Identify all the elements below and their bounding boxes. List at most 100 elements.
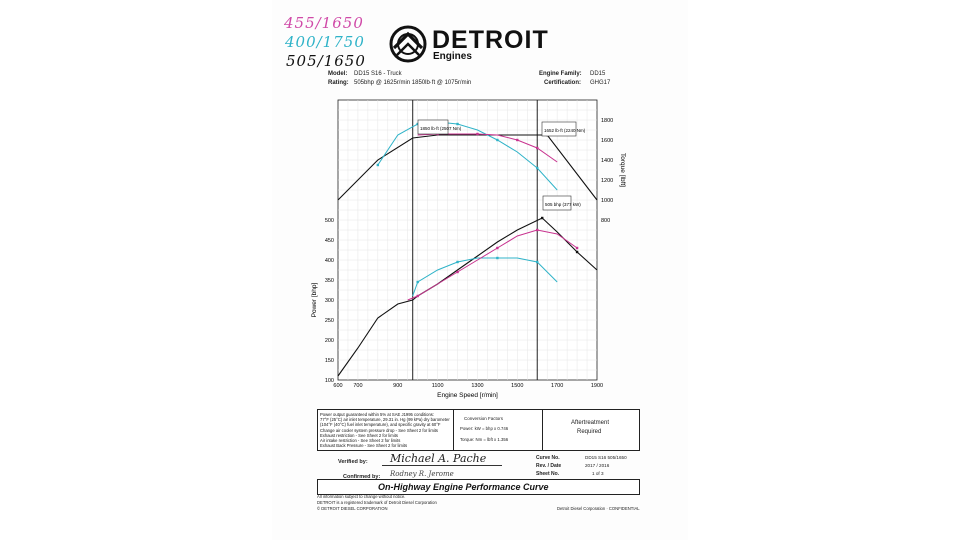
certification-value: GHG17 bbox=[590, 80, 611, 86]
chart-guides bbox=[412, 100, 538, 380]
power-marker bbox=[541, 216, 544, 220]
footer-line-3: © DETROIT DIESEL CORPORATION bbox=[317, 506, 388, 511]
power-marker bbox=[456, 260, 459, 264]
power-line bbox=[407, 229, 578, 301]
detroit-logo-icon bbox=[389, 25, 427, 63]
power-marker bbox=[496, 256, 499, 260]
power-marker bbox=[536, 228, 539, 232]
footer-title-box: On-Highway Engine Performance Curve bbox=[317, 479, 640, 495]
power-tick-label: 450 bbox=[325, 238, 334, 244]
verified-signature: Michael A. Pache bbox=[390, 452, 487, 465]
engine-family-label: Engine Family: bbox=[539, 71, 582, 77]
torque-marker bbox=[376, 163, 380, 167]
verified-label: Verified by: bbox=[338, 459, 368, 465]
performance-chart: 600 700 900 1100 1300 1500 1700 1900 100 150 200 25… bbox=[311, 99, 626, 399]
power-line bbox=[337, 217, 598, 377]
power-marker bbox=[575, 250, 579, 254]
verified-signature-line bbox=[382, 465, 502, 466]
power-tick-label: 350 bbox=[325, 278, 334, 284]
curve-number-value: DD15 S16 505/1650 bbox=[585, 455, 627, 460]
power-tick-label: 250 bbox=[325, 318, 334, 324]
torque-line bbox=[377, 121, 558, 191]
note-line: Air intake restriction - See Sheet 2 for… bbox=[320, 438, 401, 444]
model-value: DD15 S16 - Truck bbox=[354, 71, 402, 77]
logo-wordmark: DETROIT bbox=[432, 26, 549, 54]
logo-subtitle: Engines bbox=[433, 51, 472, 62]
power-marker bbox=[496, 246, 499, 250]
annotation-peak-power: 505 bhp (377 kW) bbox=[545, 202, 581, 207]
note-line: Change air cooler system pressure drop -… bbox=[320, 427, 439, 433]
torque-marker bbox=[536, 166, 539, 170]
power-tick-label: 100 bbox=[325, 378, 334, 384]
annotation-peak-torque: 1850 lb·ft (2507 Nm) bbox=[420, 126, 462, 131]
footer-line-2: DETROIT is a registered trademark of Det… bbox=[317, 500, 437, 505]
power-tick-label: 200 bbox=[325, 338, 334, 344]
torque-tick-label: 1200 bbox=[601, 178, 613, 184]
curve-number-label: Curve No. bbox=[536, 455, 560, 461]
annotation-peak-torque-box bbox=[417, 119, 449, 135]
confirmed-label: Confirmed by: bbox=[343, 474, 381, 480]
power-marker bbox=[416, 280, 419, 284]
conversion-title: Conversion Factors bbox=[464, 416, 504, 421]
rating-label: Rating: bbox=[328, 80, 349, 86]
certification-label: Certification: bbox=[544, 80, 582, 86]
power-axis-label: Power [bhp] bbox=[311, 282, 318, 317]
torque-marker bbox=[456, 122, 459, 126]
x-tick-label: 1100 bbox=[432, 383, 444, 389]
conversion-power: Power: kW = bhp x 0.746 bbox=[460, 426, 509, 431]
engine-family-value: DD15 bbox=[590, 71, 606, 77]
aftertreatment-value: Required bbox=[577, 429, 602, 435]
note-line: 77°F (25°C) air inlet temperature, 29.31… bbox=[320, 417, 450, 423]
chart-axes: 600 700 900 1100 1300 1500 1700 1900 100 150 200 25… bbox=[325, 118, 613, 389]
power-tick-label: 400 bbox=[325, 258, 334, 264]
power-marker bbox=[575, 246, 579, 250]
sheet-number-value: 1 of 3 bbox=[592, 471, 604, 476]
torque-tick-label: 1600 bbox=[601, 138, 613, 144]
performance-curve-sheet: 455/1650 400/1750 505/1650 DETROIT Engin… bbox=[272, 0, 688, 540]
conversion-torque: Torque: Nm = lbft x 1.356 bbox=[460, 437, 509, 442]
notes-list: Power output guaranteed within 5% at SAE… bbox=[320, 412, 450, 448]
rev-date-label: Rev. / Date bbox=[536, 463, 562, 469]
handwritten-rating-1: 455/1650 bbox=[284, 14, 364, 32]
handwritten-rating-3: 505/1650 bbox=[286, 52, 366, 70]
torque-marker bbox=[516, 138, 519, 142]
rating-value: 505bhp @ 1625r/min 1850lb·ft @ 1075r/min bbox=[354, 80, 472, 86]
x-tick-label: 1900 bbox=[591, 383, 603, 389]
notes-cell-conditions: Power output guaranteed within 5% at SAE… bbox=[318, 410, 454, 450]
notes-table: Power output guaranteed within 5% at SAE… bbox=[317, 409, 640, 451]
footer-line-1: All information subject to change withou… bbox=[317, 494, 406, 499]
annotation-peak-power-box bbox=[542, 195, 572, 211]
rev-date-value: 2017 / 2016 bbox=[585, 463, 610, 468]
x-axis-label: Engine Speed [r/min] bbox=[437, 392, 498, 399]
chart-series bbox=[337, 121, 598, 377]
note-line: (104°F (40°C) fuel inlet temperature), a… bbox=[320, 422, 441, 428]
aftertreatment-label: Aftertreatment bbox=[571, 420, 610, 426]
torque-marker bbox=[536, 146, 539, 150]
chart-annotations: 1850 lb·ft (2507 Nm) 1652 lb·ft (2240 Nm… bbox=[417, 119, 586, 211]
x-tick-label: 1300 bbox=[471, 383, 483, 389]
x-tick-label: 900 bbox=[393, 383, 402, 389]
x-tick-label: 1700 bbox=[551, 383, 563, 389]
torque-marker bbox=[496, 138, 499, 142]
power-tick-label: 300 bbox=[325, 298, 334, 304]
note-line: Exhaust restriction - See Sheet 2 for li… bbox=[320, 432, 398, 438]
x-tick-label: 600 bbox=[333, 383, 342, 389]
model-label: Model: bbox=[328, 71, 348, 77]
annotation-rated-torque-box bbox=[541, 121, 577, 137]
torque-marker bbox=[416, 122, 419, 126]
power-marker bbox=[536, 260, 539, 264]
footer-right: Detroit Diesel Corporation · CONFIDENTIA… bbox=[557, 506, 640, 511]
torque-tick-label: 1400 bbox=[601, 158, 613, 164]
power-line bbox=[412, 257, 558, 297]
confirmed-signature: Rodney R. Jerome bbox=[390, 470, 454, 478]
torque-tick-label: 1800 bbox=[601, 118, 613, 124]
note-line: Power output guaranteed within 5% at SAE… bbox=[320, 412, 435, 417]
torque-tick-label: 800 bbox=[601, 218, 610, 224]
power-marker bbox=[416, 294, 419, 298]
notes-cell-conversion: Conversion Factors Power: kW = bhp x 0.7… bbox=[454, 410, 543, 450]
power-tick-label: 500 bbox=[325, 218, 334, 224]
x-tick-label: 700 bbox=[353, 383, 362, 389]
power-tick-label: 150 bbox=[325, 358, 334, 364]
note-line: Exhaust Back Pressure - See Sheet 2 for … bbox=[320, 443, 408, 449]
footer-title: On-Highway Engine Performance Curve bbox=[378, 482, 549, 492]
